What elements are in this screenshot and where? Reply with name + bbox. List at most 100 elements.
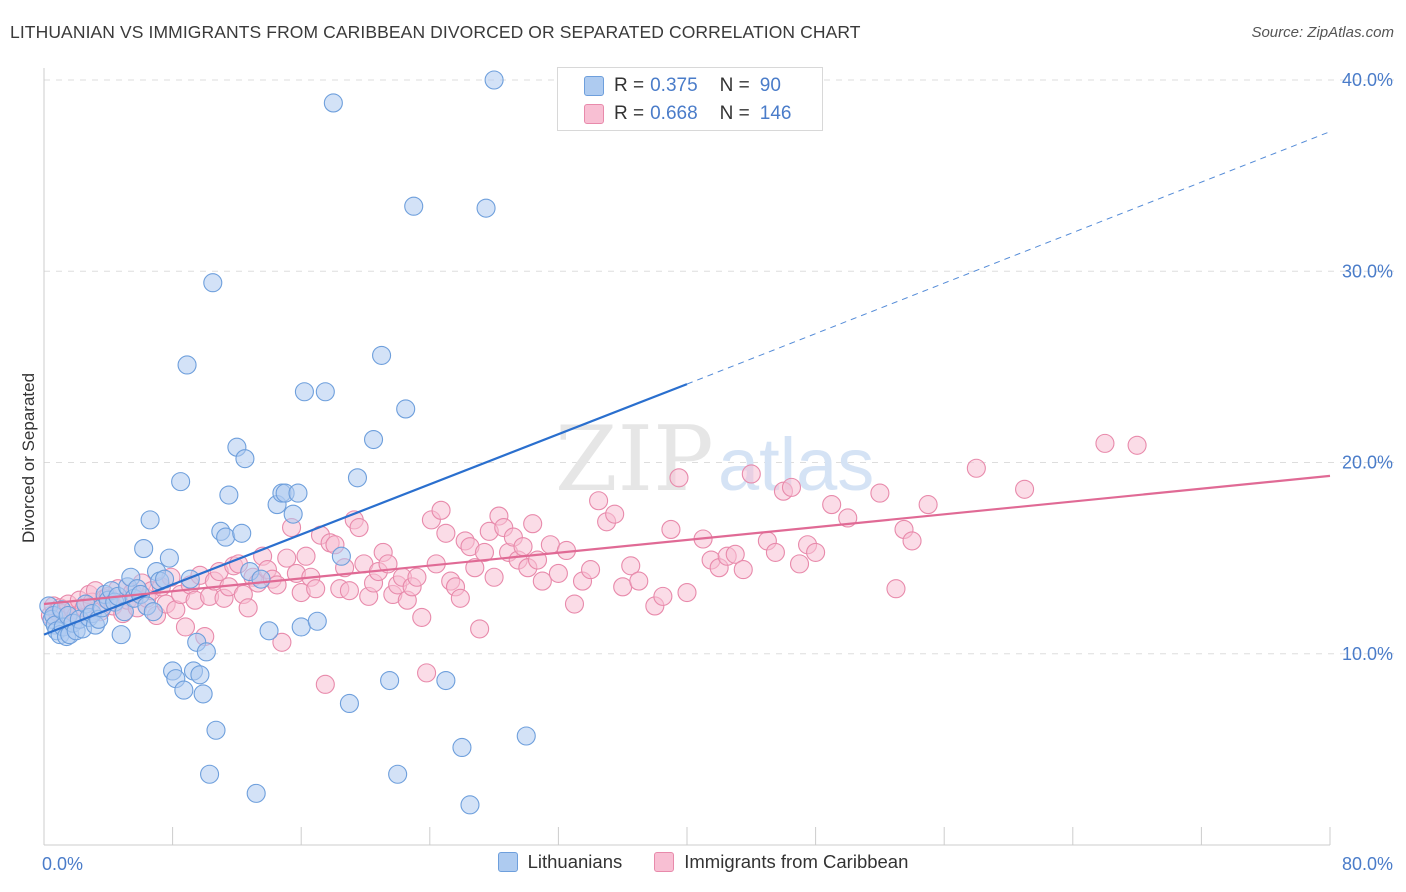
caribbean-point [789,554,810,574]
series-legend: Lithuanians Immigrants from Caribbean [0,851,1406,873]
caribbean-point [465,558,485,578]
lithuanian-point [283,504,303,524]
axes: Divorced or Separated [19,68,1331,846]
caribbean-point [564,594,585,614]
caribbean-point [870,483,890,503]
caribbean-point [540,535,560,555]
chart-title: LITHUANIAN VS IMMIGRANTS FROM CARIBBEAN … [10,22,861,42]
lithuanian-point [180,569,200,589]
caribbean-point [417,663,437,683]
caribbean-point [886,579,906,599]
y-tick-label: 10.0% [1342,644,1393,664]
caribbean-point [822,495,842,515]
lithuanian-point [190,665,210,685]
legend-n-label: N = [719,75,750,96]
caribbean-point [902,531,922,551]
legend-row-caribbean: R = 0.668 N = 146 [584,101,791,127]
caribbean-point [431,500,451,520]
legend-r-value: 0.668 [650,103,698,124]
caribbean-point [621,556,641,576]
y-axis-title: Divorced or Separated [19,373,38,543]
lithuanian-point [291,617,311,637]
lithuanian-point [140,510,160,530]
lithuanian-point [323,93,343,113]
lithuanian-point [193,684,213,704]
caribbean-point [589,491,609,511]
caribbean-point [532,571,552,591]
caribbean-point [450,588,470,608]
correlation-legend: R = 0.375 N = 90 R = 0.668 N = 146 [557,67,823,131]
caribbean-point [918,495,938,515]
caribbean-point [966,458,986,478]
caribbean-point [677,582,697,603]
caribbean-point [407,567,427,587]
lithuanian-point [259,621,279,641]
caribbean-point [1127,435,1147,455]
legend-n-value: 90 [759,75,781,96]
caribbean-point [412,607,432,627]
legend-item-caribbean: Immigrants from Caribbean [654,851,908,873]
legend-row-lithuanians: R = 0.375 N = 90 [584,73,781,99]
lithuanian-point [288,483,308,503]
lithuanian-point [331,546,351,566]
lithuanian-point [380,670,400,691]
lithuanian-point [251,569,271,589]
lithuanian-point [404,196,424,216]
lithuanian-point [516,726,536,746]
series-lithuanians-points [39,70,536,815]
caribbean-point [629,571,649,591]
lithuanian-point [200,764,220,784]
caribbean-point [523,514,543,534]
lithuanian-point [347,468,368,488]
legend-label-caribbean: Immigrants from Caribbean [684,851,909,872]
legend-swatch-lithuanians [497,852,518,872]
lithuanian-point [372,345,392,365]
y-tick-label: 20.0% [1342,453,1393,473]
caribbean-point [339,581,359,601]
y-tick-label: 30.0% [1342,261,1393,281]
caribbean-point [484,567,504,587]
x-tick-label: 80.0% [1342,854,1393,874]
caribbean-point [267,575,287,595]
lithuanian-point [196,642,216,662]
x-tick-label: 0.0% [42,854,83,874]
lithuanian-point [339,693,359,714]
caribbean-point [806,542,826,562]
lithuanian-point [452,737,472,758]
lithuanian-point [206,720,226,740]
lithuanian-point [143,602,163,622]
caribbean-point [513,537,533,557]
legend-swatch-lithuanians [584,76,604,96]
lithuanian-point [235,449,255,469]
legend-r-label: R = [614,75,645,96]
caribbean-point [175,617,196,637]
caribbean-point [741,464,761,484]
lithuanian-point [396,399,416,419]
legend-n-value: 146 [759,103,792,124]
lithuanian-point [111,625,131,645]
lithuanian-point [460,795,480,815]
caribbean-point [653,586,673,606]
caribbean-point [725,544,745,564]
caribbean-point [349,517,369,538]
legend-swatch-caribbean [584,104,604,124]
lithuanian-point [388,764,408,784]
lithuanian-point [134,539,154,559]
caribbean-point [781,477,802,497]
lithuanian-trend-extension [686,131,1331,385]
caribbean-point [296,546,316,566]
legend-n-label: N = [719,103,750,124]
caribbean-point [548,563,568,583]
caribbean-point [306,579,326,599]
caribbean-trend-line [43,474,1331,606]
lithuanian-point [476,198,496,218]
lithuanian-point [315,382,335,402]
caribbean-point [272,632,292,652]
caribbean-point [470,619,490,639]
caribbean-point [661,519,681,539]
caribbean-point [765,542,785,562]
watermark-zip: ZIP [555,407,714,512]
legend-label-lithuanians: Lithuanians [527,851,623,872]
watermark: ZIP atlas [555,407,874,512]
caribbean-point [669,468,689,488]
